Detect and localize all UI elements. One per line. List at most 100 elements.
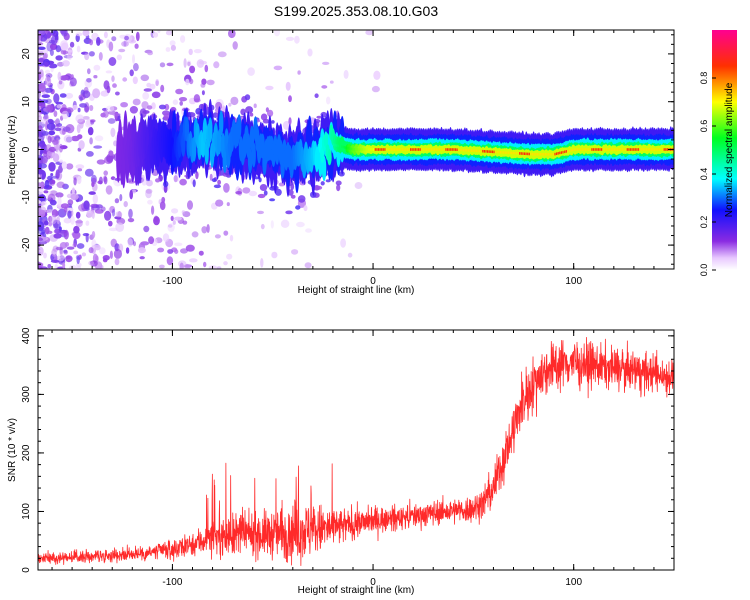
noise-blob	[95, 255, 99, 263]
noise-blob	[47, 135, 52, 144]
noise-blob	[178, 97, 188, 102]
noise-blob	[267, 109, 274, 117]
ridge-core	[464, 148, 466, 152]
noise-blob	[78, 140, 85, 150]
ridge-core	[466, 149, 468, 152]
noise-blob	[114, 258, 120, 266]
noise-blob	[48, 162, 56, 172]
ridge-core	[401, 148, 404, 151]
noise-blob	[63, 217, 72, 224]
ridge-core	[337, 144, 339, 148]
figure-title: S199.2025.353.08.10.G03	[274, 3, 438, 19]
noise-blob	[53, 110, 58, 117]
noise-blob	[201, 226, 208, 234]
noise-blob	[132, 76, 138, 85]
noise-blob	[204, 64, 209, 73]
noise-blob	[365, 30, 374, 36]
noise-blob	[112, 83, 117, 88]
noise-blob	[63, 250, 68, 255]
noise-blob	[290, 183, 295, 191]
noise-blob	[103, 31, 108, 39]
noise-blob	[151, 91, 161, 99]
noise-blob	[61, 110, 69, 120]
noise-blob	[73, 177, 77, 186]
ridge-blob	[327, 149, 332, 166]
y-tick-label: 10	[21, 96, 32, 108]
noise-blob	[100, 112, 106, 118]
noise-blob	[214, 234, 221, 239]
noise-blob	[76, 124, 81, 134]
noise-blob	[94, 244, 101, 251]
x-tick-label: -100	[162, 276, 182, 287]
noise-blob	[105, 185, 113, 195]
ridge-core	[551, 153, 553, 156]
noise-blob	[40, 99, 49, 104]
noise-blob	[173, 175, 178, 183]
noise-blob	[39, 266, 48, 269]
ridge-core	[479, 149, 481, 153]
ridge-core	[413, 148, 415, 151]
colorbar-ticks: 0.0 0.2 0.4 0.6 0.8	[699, 72, 716, 276]
noise-blob	[181, 210, 186, 215]
ridge-core	[403, 148, 405, 151]
noise-blob	[65, 255, 73, 263]
y-tick-label: 0	[21, 146, 32, 152]
ridge-core	[495, 150, 497, 154]
noise-blob	[226, 253, 233, 260]
ridge-core	[538, 153, 540, 156]
noise-blob	[132, 54, 135, 64]
noise-blob	[108, 57, 117, 66]
ridge-core	[568, 149, 571, 152]
noise-blob	[48, 220, 53, 227]
ridge-core	[485, 150, 487, 153]
noise-blob	[95, 204, 103, 209]
noise-blob	[121, 41, 129, 47]
noise-blob	[76, 265, 81, 269]
ridge-core	[385, 148, 388, 151]
ridge-core	[416, 148, 418, 151]
ridge-core	[471, 149, 473, 152]
x-tick-label: 0	[370, 276, 376, 287]
noise-blob	[198, 250, 204, 256]
ridge-core	[373, 148, 375, 151]
ridge-core	[592, 148, 595, 151]
ridge-core	[382, 148, 384, 151]
ridge-core	[429, 148, 431, 151]
ridge-core	[498, 150, 500, 154]
noise-blob	[39, 69, 44, 78]
ridge-core	[332, 143, 335, 146]
y-tick-label: -20	[21, 237, 32, 252]
noise-blob	[54, 264, 58, 269]
noise-blob	[84, 168, 94, 177]
y-tick-label: 100	[21, 503, 32, 520]
noise-blob	[108, 41, 114, 52]
noise-blob	[212, 169, 218, 179]
noise-blob	[163, 113, 171, 121]
y-tick-label: 300	[21, 386, 32, 403]
ridge-core	[487, 150, 489, 153]
noise-blob	[326, 96, 331, 105]
noise-blob	[249, 112, 254, 117]
noise-blob	[157, 247, 165, 253]
ridge-core	[448, 148, 450, 151]
noise-blob	[141, 101, 149, 110]
noise-blob	[88, 260, 95, 266]
noise-blob	[320, 181, 325, 186]
noise-blob	[148, 236, 155, 245]
noise-blob	[248, 190, 258, 197]
noise-blob	[75, 211, 81, 219]
noise-blob	[316, 115, 322, 119]
ridge-core	[469, 149, 471, 152]
noise-blob	[201, 90, 205, 96]
ridge-core	[517, 152, 519, 155]
ridge-core	[490, 150, 492, 153]
ridge-core	[583, 148, 585, 151]
noise-blob	[167, 249, 174, 254]
ridge-core	[352, 148, 354, 151]
ridge-core	[527, 152, 529, 156]
noise-blob	[285, 81, 291, 91]
noise-blob	[38, 182, 45, 186]
noise-blob	[73, 225, 80, 234]
noise-blob	[166, 256, 174, 266]
